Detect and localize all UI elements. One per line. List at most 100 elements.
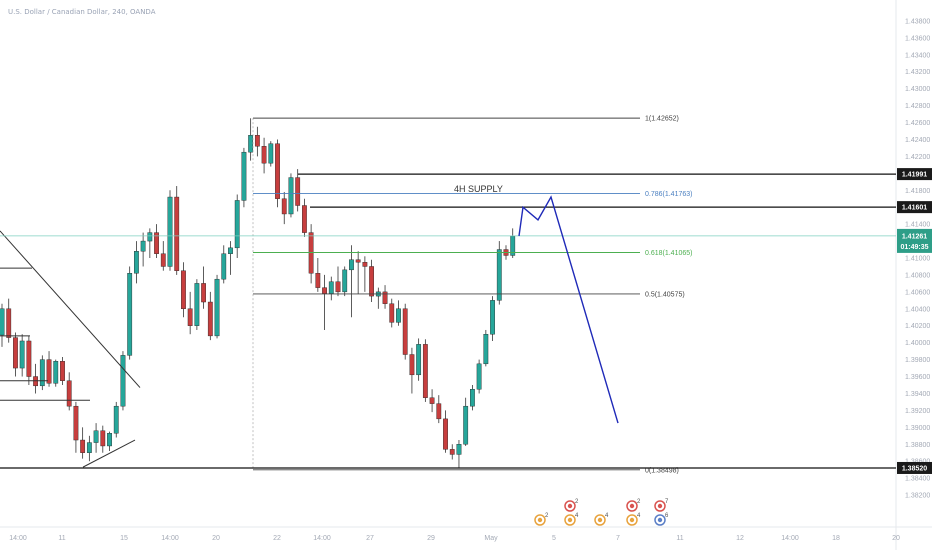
candle-body: [53, 361, 59, 384]
horizontal-level-tag: [897, 461, 932, 474]
candle: [80, 427, 86, 459]
price-tick-label: 1.38800: [905, 442, 930, 449]
candle-body: [483, 334, 489, 365]
candle-body: [429, 397, 435, 404]
candle: [268, 141, 274, 167]
price-tick-label: 1.38400: [905, 476, 930, 483]
time-tick-label: 14:00: [313, 535, 331, 542]
candle-body: [362, 262, 368, 267]
candle: [221, 245, 227, 284]
time-tick-label: 14:00: [781, 535, 799, 542]
candle-body: [328, 281, 334, 294]
candle-body: [302, 205, 307, 233]
candle: [86, 435, 92, 462]
candle: [295, 169, 301, 212]
drawings: 1(1.42652) 0.786(1.41763) 0.618(1.41065) 0.…: [0, 116, 896, 474]
horizontal-level-tag: [897, 201, 932, 214]
event-count: 2: [575, 499, 579, 505]
candle: [349, 245, 354, 318]
price-tick-label: 1.39800: [905, 357, 930, 364]
candle: [281, 191, 287, 225]
candle-body: [288, 177, 294, 215]
candle: [181, 262, 186, 318]
price-tick-label: 1.43400: [905, 52, 930, 59]
event-count: 4: [637, 513, 641, 519]
candle: [26, 335, 32, 385]
time-tick-label: 18: [832, 535, 840, 542]
economic-event-flag-icon: 4: [626, 513, 641, 526]
candle-body: [402, 308, 408, 355]
candle-body: [66, 380, 72, 407]
event-flag-dot: [567, 503, 573, 509]
candle: [0, 303, 5, 347]
candle: [167, 190, 173, 271]
candle-body: [19, 340, 25, 369]
candle: [19, 334, 25, 377]
price-tick-label: 1.38200: [905, 493, 930, 500]
price-tick-label: 1.42800: [905, 103, 930, 110]
candle-body: [342, 269, 348, 293]
candle-body: [6, 308, 12, 338]
horizontal-level-value: 1.38520: [902, 465, 927, 472]
price-tick-label: 1.40600: [905, 289, 930, 296]
candle-body: [120, 355, 126, 407]
candle: [214, 274, 220, 339]
time-axis[interactable]: 14:00 11 15 14:00 20 22 14:00 27 29 May 5 7 11 12 14:0…: [9, 499, 900, 542]
candle: [369, 259, 374, 303]
economic-event-flag-icon: 2: [626, 499, 641, 512]
time-tick-label: 27: [366, 535, 374, 542]
candle: [362, 256, 368, 292]
candle-body: [275, 143, 280, 199]
candle: [234, 194, 240, 258]
candle-body: [207, 301, 213, 337]
candle: [382, 285, 388, 309]
time-tick-label: 7: [616, 535, 620, 542]
candle-body: [194, 283, 200, 326]
candle-body: [73, 405, 79, 441]
candle-body: [167, 196, 173, 267]
event-count: 4: [605, 513, 609, 519]
supply-zone-label: 4H SUPPLY: [454, 184, 503, 194]
candle: [154, 224, 159, 258]
candle: [490, 296, 495, 341]
event-count: 4: [575, 513, 579, 519]
candle-body: [436, 403, 442, 420]
candle: [402, 303, 408, 360]
candle-body: [160, 253, 166, 267]
candle-body: [349, 259, 354, 271]
fib-level-label: 1(1.42652): [645, 116, 679, 123]
event-flag-dot: [657, 503, 663, 509]
price-axis[interactable]: 1.43800 1.43600 1.43400 1.43200 1.43000 1.428…: [897, 18, 932, 500]
candle: [436, 395, 442, 424]
candle-body: [113, 405, 119, 434]
candle-body: [234, 200, 240, 249]
candle-body: [315, 273, 321, 288]
candle: [456, 440, 462, 468]
candle-body: [490, 300, 495, 335]
event-flag-dot: [629, 517, 635, 523]
candle-body: [463, 405, 469, 445]
candle-body: [476, 363, 482, 390]
candle: [6, 298, 12, 343]
candle: [355, 251, 361, 294]
time-tick-label: 12: [736, 535, 744, 542]
price-tick-label: 1.42200: [905, 154, 930, 161]
candle: [46, 351, 52, 387]
candle-body: [228, 247, 233, 254]
candle: [207, 291, 213, 341]
economic-event-flag-icon: 6: [654, 513, 669, 526]
candle-body: [39, 359, 45, 387]
candle-body: [140, 240, 146, 252]
candle-body: [174, 196, 180, 271]
candle-body: [214, 278, 220, 337]
candle-body: [322, 287, 327, 294]
candle-body: [93, 430, 99, 443]
candle-body: [496, 249, 502, 301]
economic-event-flag-icon: 4: [564, 513, 579, 526]
time-tick-label: 11: [676, 535, 683, 542]
price-tick-label: 1.43600: [905, 35, 930, 42]
event-count: 6: [665, 513, 669, 519]
price-tick-label: 1.42400: [905, 137, 930, 144]
event-count: 2: [545, 513, 549, 519]
